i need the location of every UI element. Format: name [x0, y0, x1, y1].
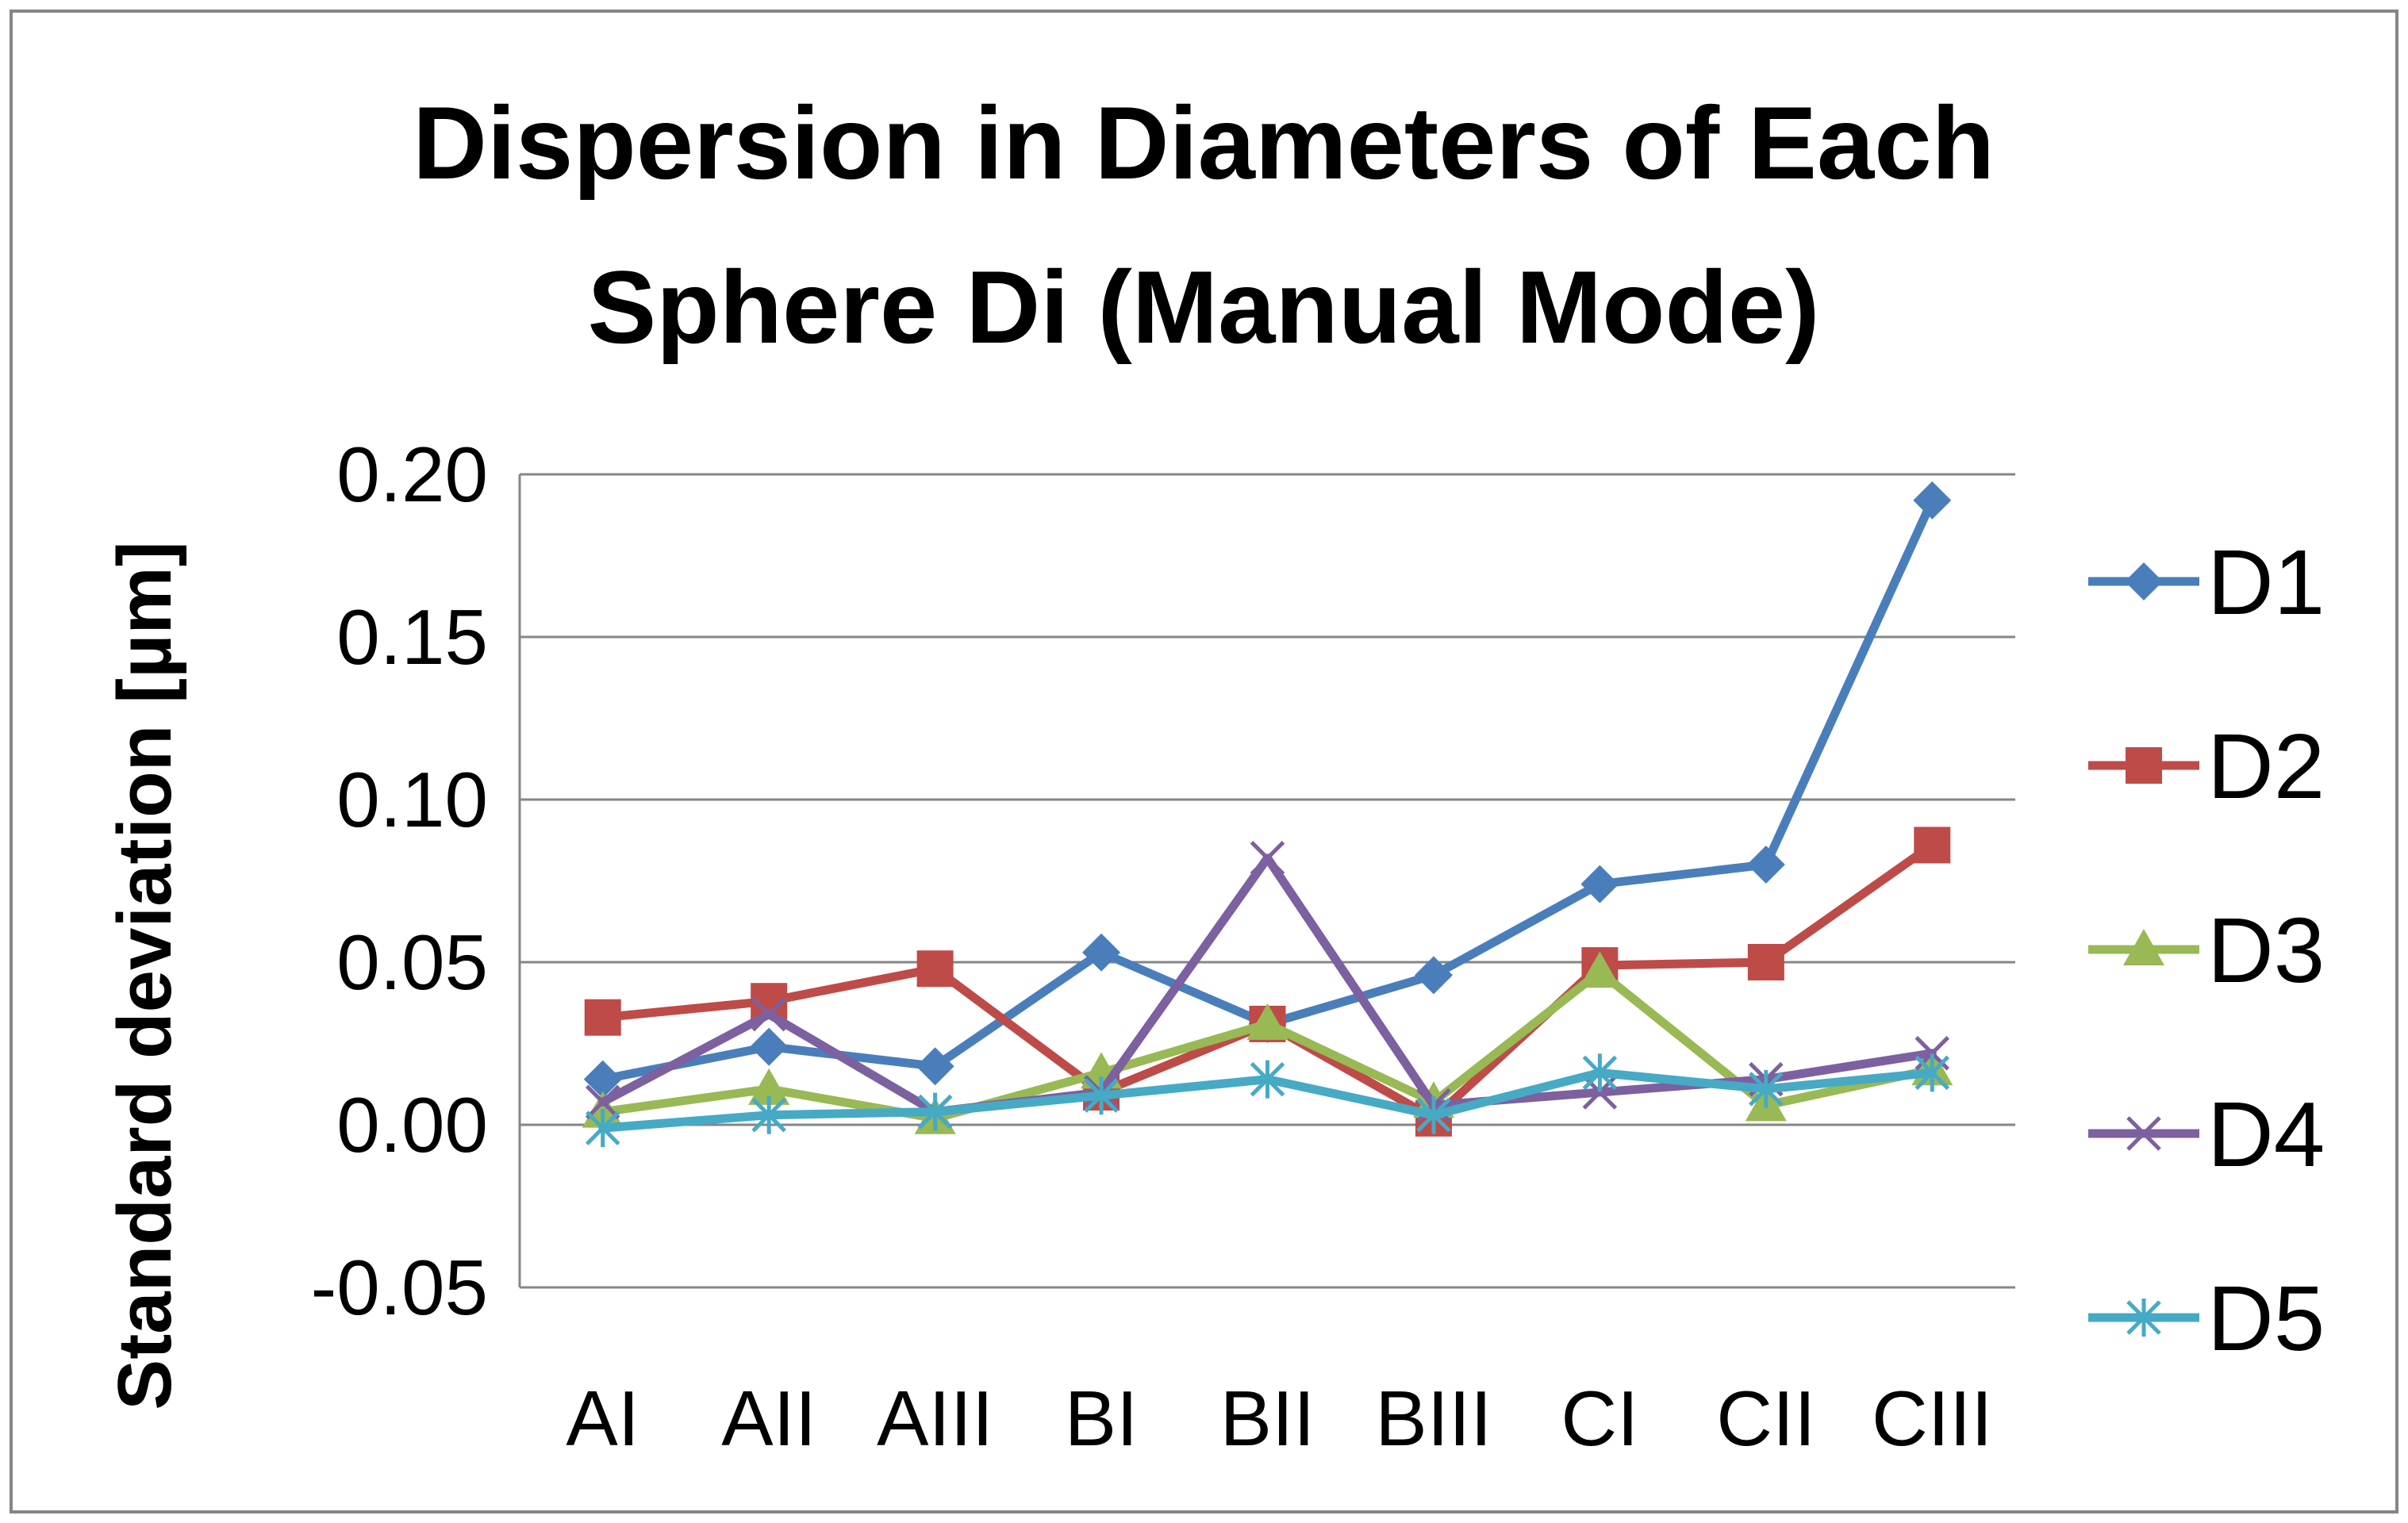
data-point: [585, 1109, 620, 1148]
data-point: [1082, 933, 1121, 972]
data-point: [751, 1095, 786, 1134]
x-tick-labels: AI AII AIII BI BII BIII CI CII CIII: [566, 1375, 1992, 1462]
y-tick-label: 0.05: [336, 919, 488, 1006]
legend-entry-d2: D2: [2088, 715, 2325, 818]
data-point: [1913, 481, 1952, 520]
data-point: [1914, 1053, 1950, 1092]
data-point: [1416, 1095, 1451, 1134]
y-tick-labels: -0.05 0.00 0.05 0.10 0.15 0.20: [311, 431, 488, 1331]
legend-entry-d5: D5: [2088, 1267, 2325, 1370]
x-tick-label: AII: [721, 1375, 816, 1462]
legend-marker: [2125, 562, 2163, 600]
legend-entry-d1: D1: [2088, 531, 2325, 634]
x-tick-label: BIII: [1375, 1375, 1492, 1462]
legend-label: D5: [2207, 1267, 2325, 1370]
data-point: [1749, 1069, 1784, 1108]
chart-title-line-2: Sphere Di (Manual Mode): [588, 249, 1820, 365]
data-point: [1250, 1060, 1285, 1099]
data-point: [1246, 1003, 1288, 1040]
y-tick-label: -0.05: [311, 1244, 488, 1331]
data-point: [1579, 951, 1621, 988]
data-point: [1580, 865, 1619, 903]
chart-border: [10, 10, 2398, 1513]
series: [582, 481, 1953, 1148]
y-axis-label: Standard deviation [µm]: [102, 541, 187, 1410]
legend-marker: [2126, 747, 2162, 784]
data-point: [1746, 846, 1785, 884]
data-point: [1582, 1053, 1618, 1092]
data-point: [583, 1060, 622, 1099]
y-tick-label: 0.00: [336, 1081, 488, 1168]
legend: D1 D2 D3 D4 D5: [2088, 531, 2325, 1370]
x-tick-label: BI: [1065, 1375, 1139, 1462]
legend-label: D3: [2207, 899, 2325, 1002]
y-tick-label: 0.15: [336, 593, 488, 681]
x-tick-label: CI: [1561, 1375, 1638, 1462]
legend-marker: [2126, 1116, 2161, 1151]
data-point: [751, 996, 786, 1032]
x-tick-label: AIII: [877, 1375, 993, 1462]
chart-title-line-1: Dispersion in Diameters of Each: [413, 85, 1995, 201]
data-point: [585, 1084, 620, 1120]
data-point: [1414, 956, 1453, 995]
data-point: [750, 1027, 789, 1066]
data-point: [1084, 1076, 1119, 1115]
y-tick-label: 0.10: [336, 756, 488, 843]
data-point: [1747, 944, 1784, 980]
x-tick-label: CII: [1716, 1375, 1815, 1462]
legend-entry-d3: D3: [2088, 899, 2325, 1002]
x-tick-label: CIII: [1872, 1375, 1992, 1462]
legend-label: D1: [2207, 531, 2325, 634]
series-d5: [585, 1053, 1950, 1148]
data-point: [748, 1068, 790, 1105]
data-point: [584, 999, 621, 1036]
data-point: [1250, 841, 1285, 876]
y-tick-label: 0.20: [336, 431, 488, 518]
data-point: [916, 1047, 954, 1086]
x-tick-label: AI: [566, 1375, 639, 1462]
data-point: [917, 1092, 953, 1131]
x-tick-label: BII: [1220, 1375, 1315, 1462]
legend-entry-d4: D4: [2088, 1083, 2325, 1186]
legend-label: D2: [2207, 715, 2325, 818]
legend-marker: [2123, 929, 2164, 965]
legend-marker: [2126, 1299, 2161, 1337]
data-point: [1914, 827, 1951, 864]
data-point: [916, 950, 954, 988]
axes: [518, 474, 2015, 1289]
legend-label: D4: [2207, 1083, 2325, 1186]
